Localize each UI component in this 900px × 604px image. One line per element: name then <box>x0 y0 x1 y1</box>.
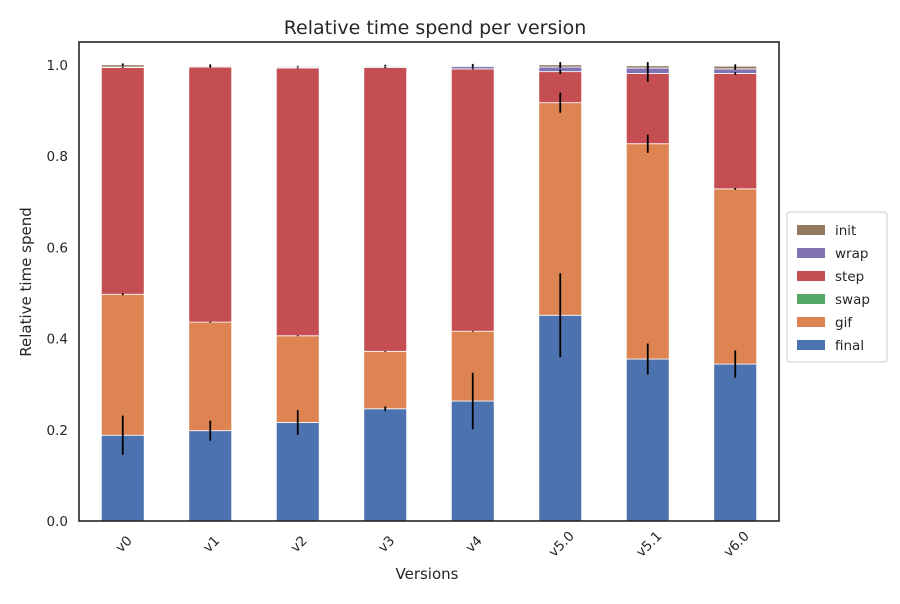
legend-swatch-final <box>797 340 825 350</box>
bar-final-v5.1 <box>626 359 669 521</box>
bar-step-v1 <box>189 67 232 322</box>
legend-label-gif: gif <box>835 315 853 331</box>
x-tick-label: v5.0 <box>546 528 578 560</box>
x-axis-label: Versions <box>396 565 459 583</box>
x-tick-label: v5.1 <box>633 528 665 560</box>
bar-gif-v1 <box>189 322 232 431</box>
bar-gif-v5.1 <box>626 144 669 359</box>
y-tick-label: 0.2 <box>47 423 68 439</box>
x-tick-label: v3 <box>375 533 398 556</box>
bar-step-v5.1 <box>626 73 669 143</box>
chart-title: Relative time spend per version <box>284 17 587 39</box>
bar-final-v1 <box>189 431 232 521</box>
legend: init wrap step swap gif final <box>787 212 887 362</box>
bar-gif-v2 <box>276 336 319 423</box>
x-tick-label: v2 <box>288 533 311 556</box>
y-tick-label: 0.4 <box>47 332 68 348</box>
legend-label-swap: swap <box>835 292 870 308</box>
x-axis-ticks: v0 v1 v2 v3 v4 v5.0 v5.1 v6.0 <box>113 528 753 560</box>
plot-frame <box>79 42 779 521</box>
bar-step-v4 <box>451 69 494 331</box>
bar-step-v0 <box>101 68 144 295</box>
legend-swatch-swap <box>797 294 825 304</box>
bar-gif-v0 <box>101 294 144 435</box>
bar-step-v6.0 <box>714 73 757 188</box>
x-tick-label: v6.0 <box>721 528 753 560</box>
x-tick-label: v0 <box>113 533 136 556</box>
legend-swatch-step <box>797 271 825 281</box>
x-tick-label: v4 <box>463 533 486 556</box>
legend-swatch-gif <box>797 317 825 327</box>
bars-group <box>101 65 756 521</box>
y-tick-label: 0.0 <box>47 514 68 530</box>
legend-label-init: init <box>835 223 856 239</box>
bar-final-v6.0 <box>714 364 757 521</box>
legend-label-final: final <box>835 338 864 354</box>
legend-swatch-wrap <box>797 248 825 258</box>
y-axis-ticks: 0.0 0.2 0.4 0.6 0.8 1.0 <box>47 58 68 530</box>
y-axis-label: Relative time spend <box>17 207 35 357</box>
bar-gif-v6.0 <box>714 189 757 364</box>
bar-step-v2 <box>276 68 319 336</box>
legend-swatch-init <box>797 225 825 235</box>
bar-final-v2 <box>276 422 319 521</box>
bar-final-v3 <box>364 409 407 521</box>
bar-step-v3 <box>364 68 407 352</box>
x-tick-label: v1 <box>200 533 223 556</box>
y-tick-label: 1.0 <box>47 58 68 74</box>
legend-label-step: step <box>835 269 864 285</box>
y-tick-label: 0.6 <box>47 240 68 256</box>
bar-gif-v3 <box>364 351 407 408</box>
y-tick-label: 0.8 <box>47 149 68 165</box>
legend-label-wrap: wrap <box>835 246 868 262</box>
